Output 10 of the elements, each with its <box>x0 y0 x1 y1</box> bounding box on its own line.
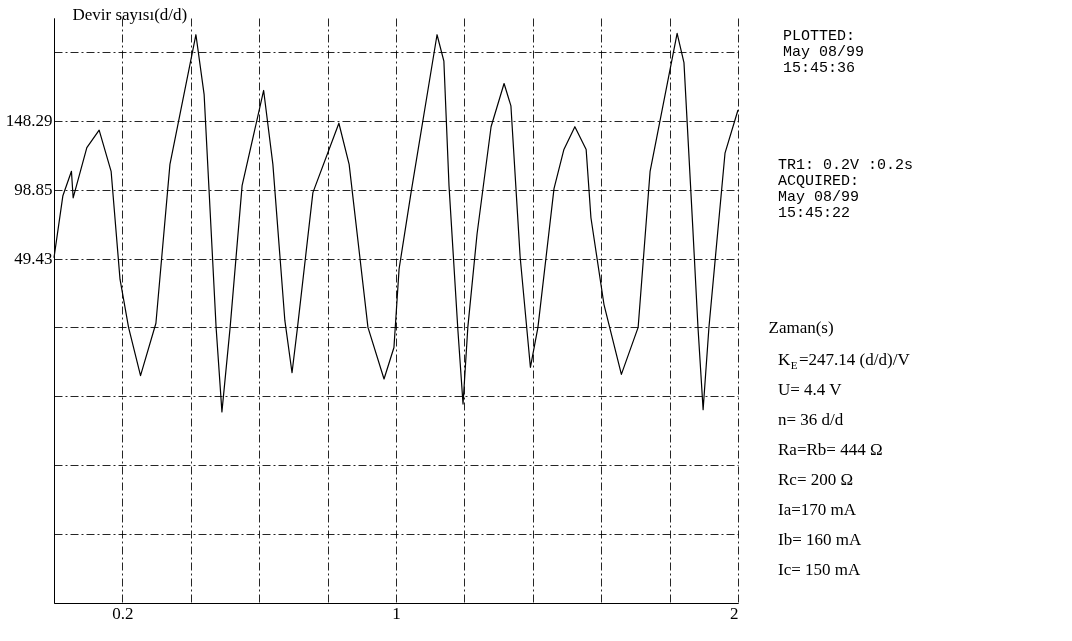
y-axis-title: Devir sayısı(d/d) <box>72 4 188 24</box>
x-tick-label: 1 <box>392 603 401 623</box>
y-tick-label: 98.85 <box>14 180 53 200</box>
text: PLOTTED: May 08/99 15:45:36 <box>783 28 865 77</box>
y-tick-label: 49.43 <box>14 249 53 269</box>
text: TR1: 0.2V :0.2s ACQUIRED: May 08/99 15:45:22 <box>778 157 914 223</box>
y-tick-label: 148.29 <box>5 111 53 131</box>
x-tick-label: 2 <box>730 603 739 623</box>
x-axis-title: Zaman(s) <box>768 317 834 337</box>
x-tick-label: 0.2 <box>112 603 134 623</box>
